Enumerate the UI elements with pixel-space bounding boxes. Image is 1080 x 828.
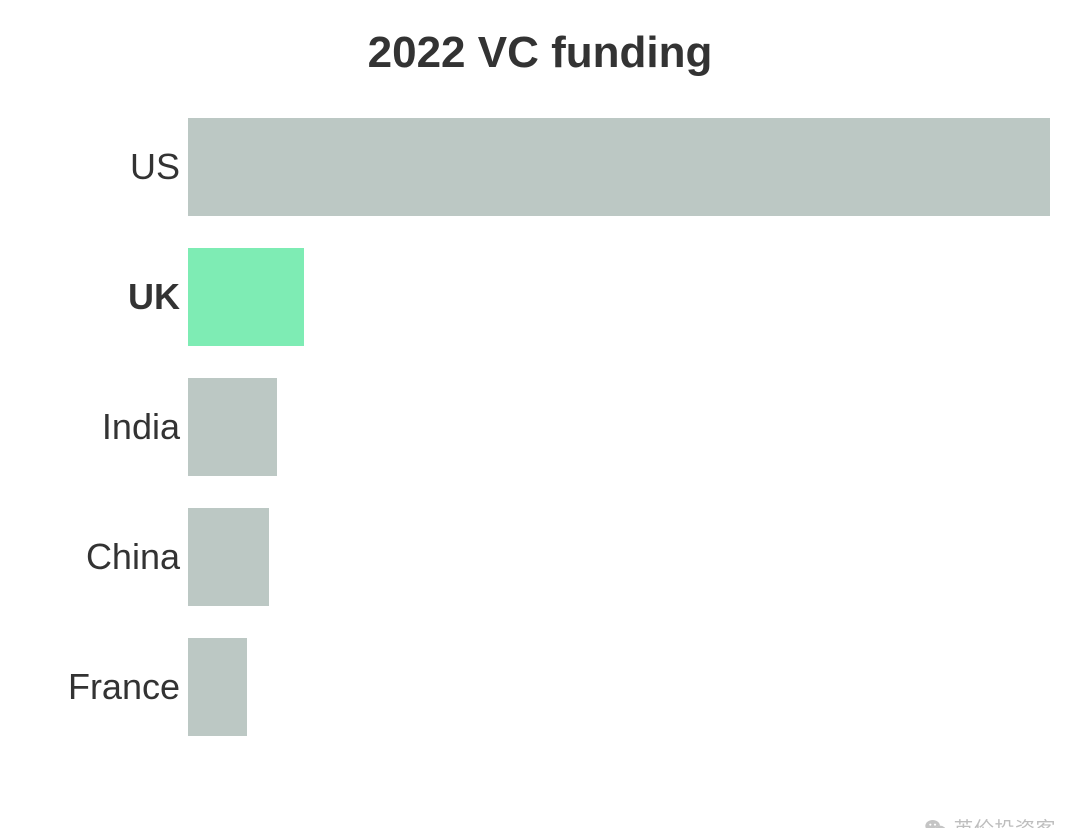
chart-title: 2022 VC funding — [0, 28, 1080, 78]
bar-track — [188, 378, 1050, 476]
bar-row-uk: UK — [40, 248, 1050, 346]
bar-label-india: India — [40, 406, 188, 448]
bar-uk — [188, 248, 304, 346]
bar-label-france: France — [40, 666, 188, 708]
bar-label-china: China — [40, 536, 188, 578]
bar-us — [188, 118, 1050, 216]
bar-france — [188, 638, 247, 736]
bar-label-uk: UK — [40, 276, 188, 318]
bar-label-us: US — [40, 146, 188, 188]
wechat-icon — [924, 816, 948, 828]
bar-track — [188, 248, 1050, 346]
bar-row-india: India — [40, 378, 1050, 476]
bar-track — [188, 638, 1050, 736]
bar-track — [188, 118, 1050, 216]
bar-track — [188, 508, 1050, 606]
bar-row-us: US — [40, 118, 1050, 216]
bar-row-china: China — [40, 508, 1050, 606]
bar-china — [188, 508, 269, 606]
bar-india — [188, 378, 277, 476]
bar-row-france: France — [40, 638, 1050, 736]
chart-plot-area: US UK India China France — [40, 118, 1050, 768]
watermark: 英伦投资客 — [924, 813, 1057, 828]
watermark-text: 英伦投资客 — [954, 813, 1057, 828]
